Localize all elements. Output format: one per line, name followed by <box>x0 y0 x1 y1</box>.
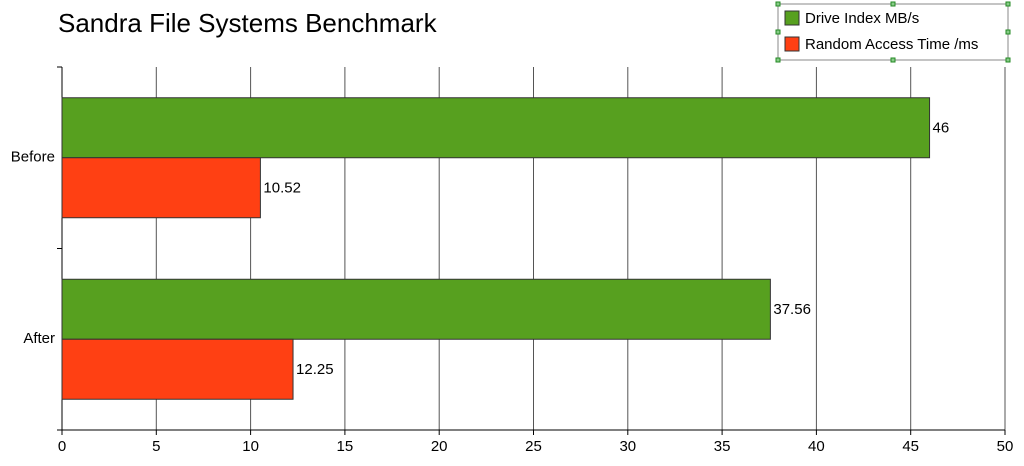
x-tick-label: 50 <box>997 438 1014 455</box>
data-label: 37.56 <box>773 301 811 318</box>
selection-handle <box>1005 57 1011 63</box>
x-tick-label: 0 <box>58 438 66 455</box>
bar <box>61 278 771 340</box>
x-tick-label: 15 <box>337 438 354 455</box>
x-tick-label: 30 <box>619 438 636 455</box>
bar <box>61 338 294 400</box>
selection-handle <box>775 57 781 63</box>
x-tick-label: 25 <box>525 438 542 455</box>
bar <box>61 97 931 159</box>
chart-title: Sandra File Systems Benchmark <box>58 8 438 38</box>
bar <box>61 157 261 219</box>
x-tick-label: 40 <box>808 438 825 455</box>
x-tick-label: 5 <box>152 438 160 455</box>
legend-swatch <box>784 10 800 26</box>
y-tick-label: Before <box>11 149 55 166</box>
selection-handle <box>1005 29 1011 35</box>
selection-handle <box>775 29 781 35</box>
legend-label: Drive Index MB/s <box>805 10 919 27</box>
data-label: 46 <box>933 120 950 137</box>
selection-handle <box>775 1 781 7</box>
x-tick-label: 35 <box>714 438 731 455</box>
legend-label: Random Access Time /ms <box>805 36 978 53</box>
selection-handle <box>890 57 896 63</box>
y-tick-label: After <box>23 330 55 347</box>
legend-swatch <box>784 36 800 52</box>
selection-handle <box>890 1 896 7</box>
x-tick-label: 45 <box>902 438 919 455</box>
data-label: 12.25 <box>296 361 334 378</box>
selection-handle <box>1005 1 1011 7</box>
x-tick-label: 10 <box>242 438 259 455</box>
data-label: 10.52 <box>263 180 301 197</box>
x-tick-label: 20 <box>431 438 448 455</box>
